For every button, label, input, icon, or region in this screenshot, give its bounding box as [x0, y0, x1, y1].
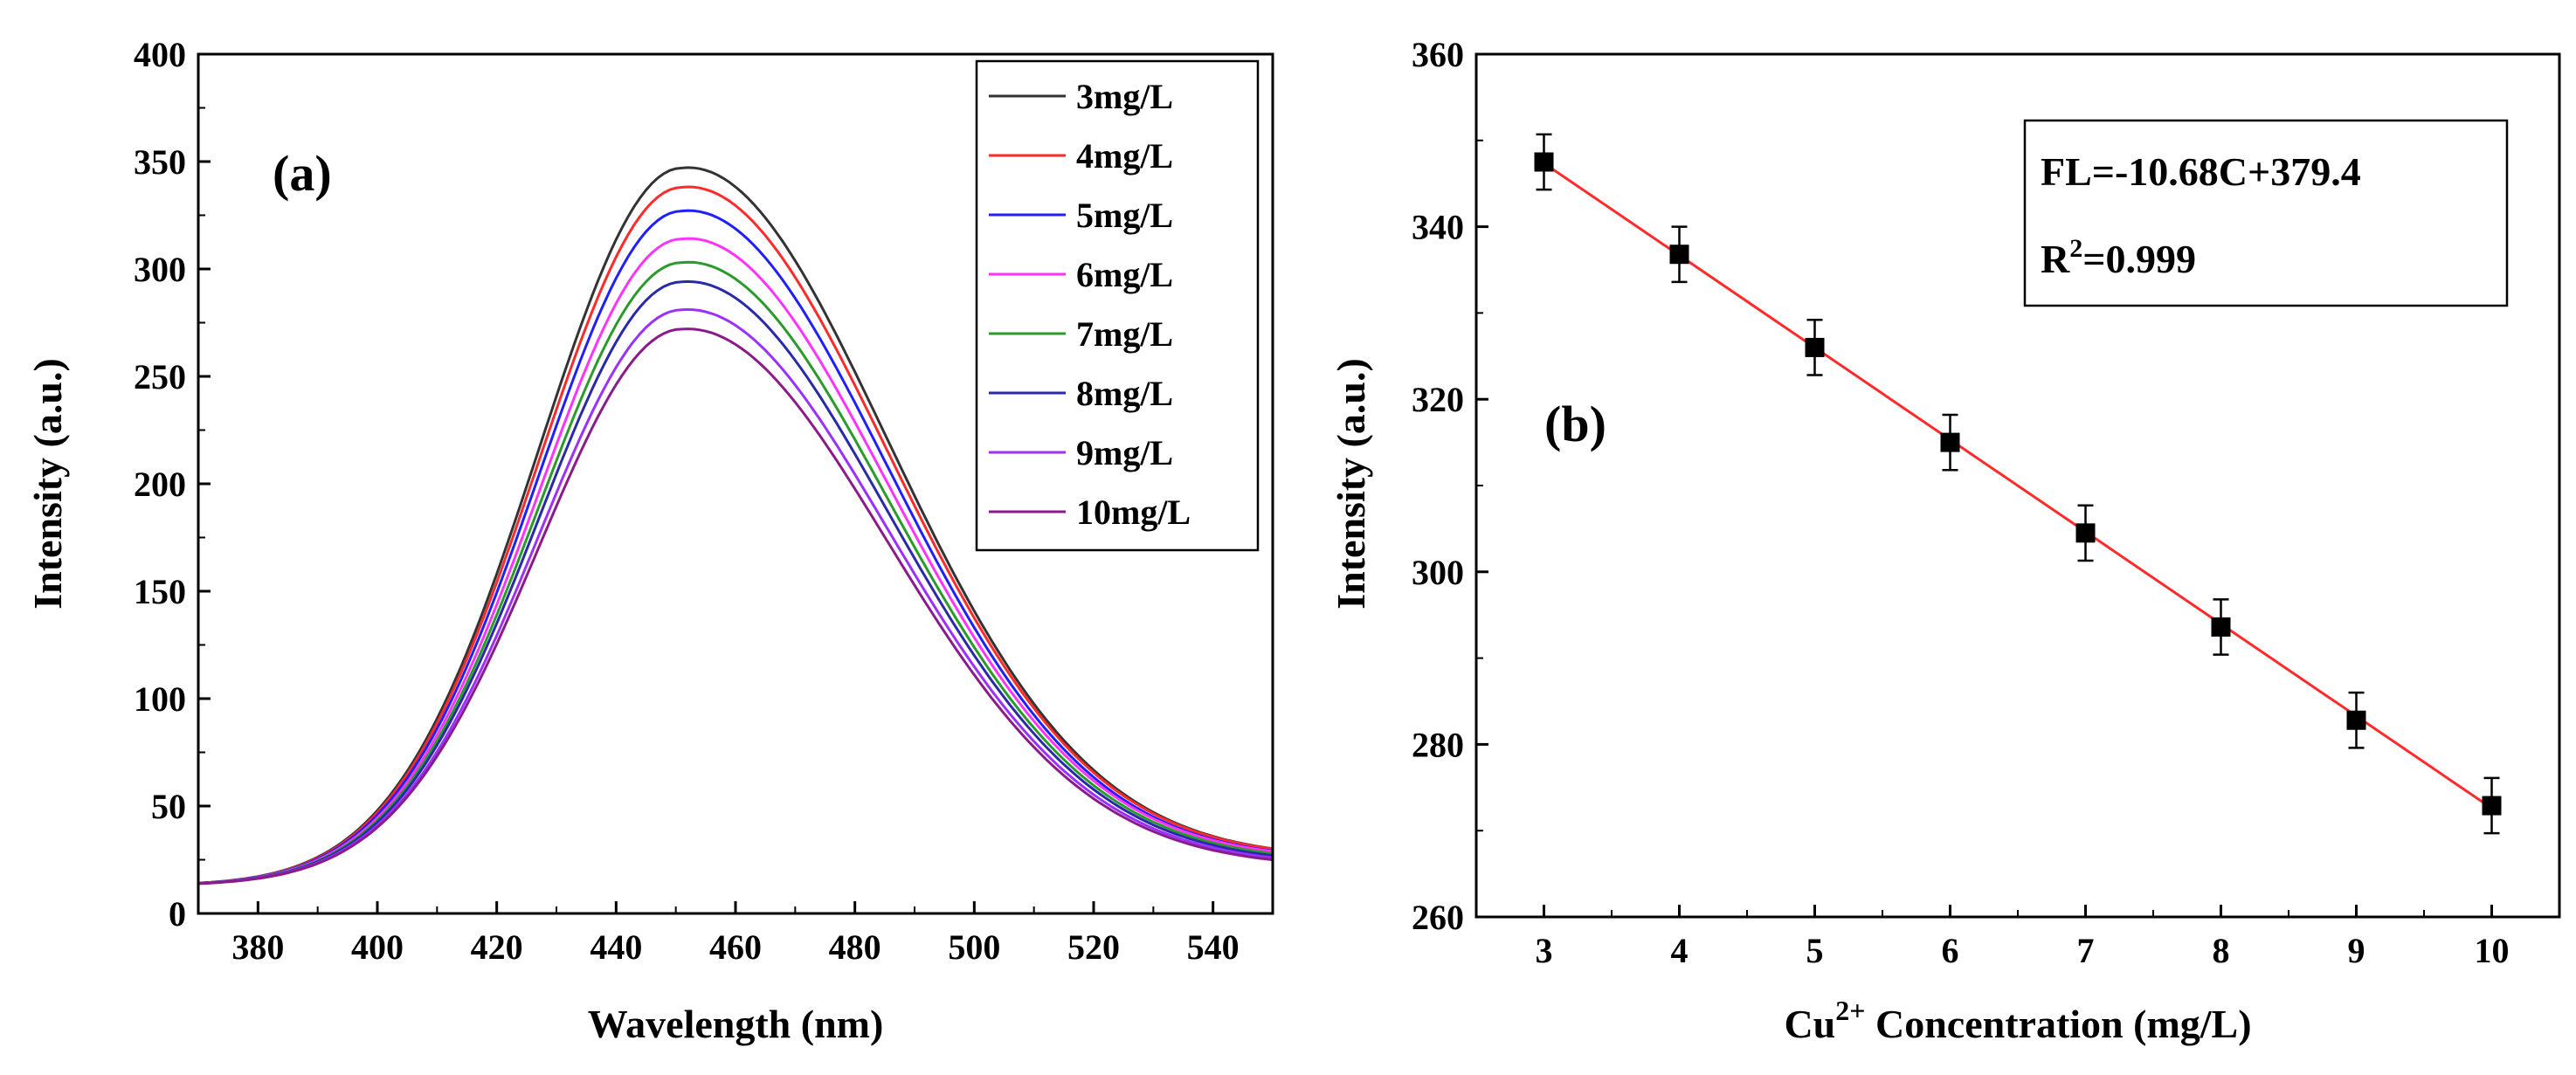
data-point — [1940, 432, 1960, 452]
calibration-x-tick-label: 6 — [1942, 931, 1959, 970]
calibration-x-tick-label: 4 — [1671, 931, 1689, 970]
spectra-y-tick-label: 150 — [134, 572, 186, 611]
data-point — [2211, 617, 2231, 637]
spectra-x-tick-label: 540 — [1187, 927, 1240, 967]
spectrum-line-3mg-L — [197, 166, 1274, 885]
spectra-y-tick-label: 0 — [169, 894, 186, 934]
x-title-superscript: 2+ — [1835, 995, 1865, 1026]
data-point-group — [2346, 691, 2366, 749]
calibration-x-tick-label: 8 — [2213, 931, 2230, 970]
fit-r-squared: R2=0.999 — [2041, 234, 2196, 281]
calibration-x-axis-title: Cu2+ Concentration (mg/L) — [1784, 995, 2251, 1046]
spectra-x-tick-label: 420 — [471, 927, 523, 967]
spectra-x-axis-title: Wavelength (nm) — [588, 1002, 884, 1046]
calibration-panel-label: (b) — [1544, 396, 1606, 452]
calibration-y-tick-label: 360 — [1412, 35, 1464, 74]
calibration-x-tick-label: 3 — [1536, 931, 1553, 970]
spectra-x-tick-label: 380 — [231, 927, 284, 967]
calibration-points — [1534, 133, 2502, 835]
spectra-curves — [197, 166, 1274, 885]
spectra-axis-ticks: 380 400 420 440 460 480 500 520 540 0 50 100 150 200 2… — [134, 35, 1274, 967]
spectra-x-tick-label: 480 — [829, 927, 881, 967]
legend-label: 4mg/L — [1076, 136, 1173, 176]
r2-base: R — [2041, 237, 2070, 281]
calibration-y-tick-label: 340 — [1412, 208, 1464, 247]
spectrum-line-9mg-L — [197, 307, 1274, 885]
legend-label: 6mg/L — [1076, 255, 1173, 294]
data-point-group — [1805, 319, 1825, 376]
calibration-x-tick-label: 7 — [2077, 931, 2095, 970]
calibration-y-tick-label: 300 — [1412, 553, 1464, 592]
calibration-y-tick-label: 260 — [1412, 898, 1464, 937]
spectra-legend-entries: 3mg/L 4mg/L 5mg/L 6mg/L 7mg/L 8mg/L 9mg/L 10mg/… — [989, 77, 1191, 532]
legend-label: 10mg/L — [1076, 493, 1191, 532]
spectra-x-tick-label: 460 — [709, 927, 762, 967]
spectra-y-tick-label: 50 — [151, 787, 186, 826]
spectra-y-tick-label: 200 — [134, 465, 186, 504]
calibration-fit-line — [1543, 162, 2493, 810]
legend-label: 3mg/L — [1076, 77, 1173, 116]
data-point — [1805, 337, 1825, 357]
spectrum-line-7mg-L — [197, 260, 1274, 885]
data-point-group — [1940, 413, 1960, 472]
calibration-x-tick-label: 10 — [2475, 931, 2510, 970]
spectra-y-tick-label: 400 — [134, 35, 186, 74]
spectra-x-tick-label: 520 — [1067, 927, 1120, 967]
legend-label: 7mg/L — [1076, 314, 1173, 354]
spectra-legend — [975, 59, 1260, 552]
spectrum-line-6mg-L — [197, 237, 1274, 885]
calibration-plot-frame — [1474, 52, 2561, 919]
x-title-cu: Cu — [1784, 1002, 1835, 1046]
spectra-plot-frame — [197, 52, 1274, 915]
data-point — [1669, 245, 1689, 265]
r2-superscript: 2 — [2069, 234, 2082, 263]
data-point — [1534, 152, 1554, 172]
fit-equation: FL=-10.68C+379.4 — [2041, 149, 2361, 194]
spectra-x-tick-label: 500 — [948, 927, 1000, 967]
legend-label: 8mg/L — [1076, 374, 1173, 413]
calibration-y-axis-title: Intensity (a.u.) — [1329, 358, 1373, 610]
calibration-axis-ticks: 3 4 5 6 7 8 9 10 260 280 300 320 340 360 — [1412, 35, 2560, 970]
calibration-chart: 3 4 5 6 7 8 9 10 260 280 300 320 340 360 FL=-10.68C+3… — [1329, 35, 2561, 1046]
calibration-y-tick-label: 280 — [1412, 725, 1464, 764]
calibration-x-tick-label: 5 — [1806, 931, 1824, 970]
spectra-y-tick-label: 100 — [134, 679, 186, 719]
spectra-y-tick-label: 250 — [134, 357, 186, 396]
spectra-y-axis-title: Intensity (a.u.) — [25, 358, 70, 610]
x-title-rest: Concentration (mg/L) — [1865, 1002, 2251, 1046]
data-point — [2075, 523, 2096, 543]
legend-label: 9mg/L — [1076, 433, 1173, 472]
data-point-group — [2211, 598, 2231, 656]
spectra-x-tick-label: 400 — [351, 927, 404, 967]
spectra-panel-label: (a) — [273, 145, 332, 202]
data-point — [2482, 796, 2502, 816]
spectra-chart: 380 400 420 440 460 480 500 520 540 0 50 100 150 200 2… — [25, 35, 1274, 1046]
calibration-y-tick-label: 320 — [1412, 380, 1464, 419]
data-point-group — [2075, 504, 2096, 562]
spectrum-line-10mg-L — [197, 327, 1274, 885]
spectrum-line-8mg-L — [197, 279, 1274, 885]
equation-box — [2023, 119, 2509, 307]
calibration-x-tick-label: 9 — [2348, 931, 2365, 970]
data-point-group — [1669, 225, 1689, 284]
r2-value: =0.999 — [2082, 237, 2196, 281]
spectrum-line-5mg-L — [197, 209, 1274, 885]
data-point-group — [1534, 133, 1554, 191]
spectra-x-tick-label: 440 — [590, 927, 642, 967]
spectrum-line-4mg-L — [197, 185, 1274, 885]
data-point-group — [2482, 776, 2502, 835]
spectra-y-tick-label: 350 — [134, 142, 186, 182]
spectra-y-tick-label: 300 — [134, 250, 186, 289]
data-point — [2346, 710, 2366, 730]
legend-label: 5mg/L — [1076, 196, 1173, 235]
